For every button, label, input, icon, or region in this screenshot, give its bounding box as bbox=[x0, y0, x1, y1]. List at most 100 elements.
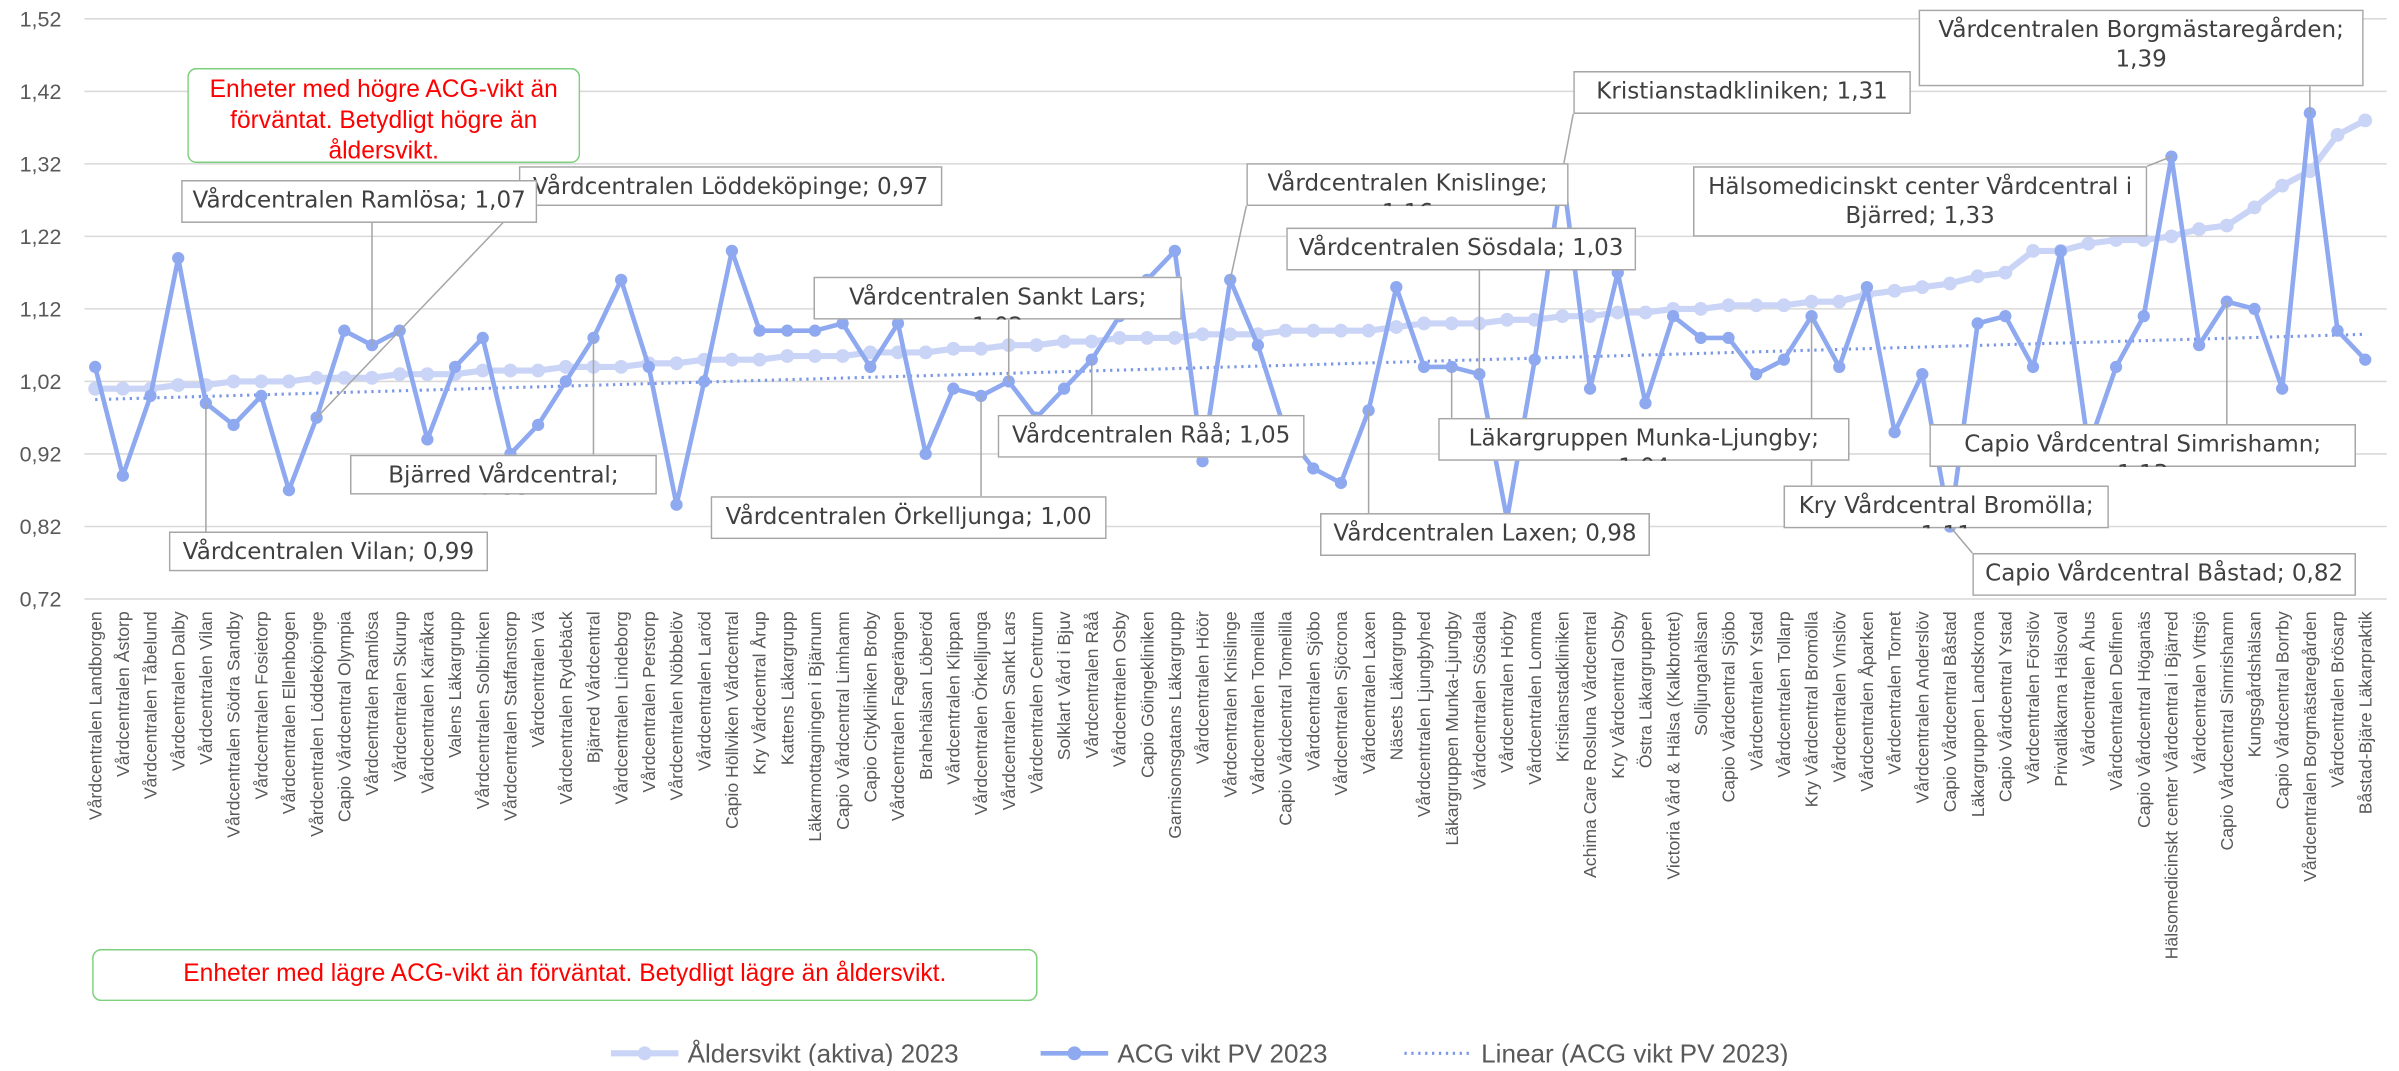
x-tick-label: Vårdcentralen Södra Sandby bbox=[224, 611, 244, 838]
series-marker bbox=[1334, 476, 1348, 490]
note: Enheter med lägre ACG-vikt än förväntat.… bbox=[92, 948, 1038, 1002]
series-marker bbox=[2220, 295, 2233, 308]
x-tick-label: Vårdcentralen Dalby bbox=[168, 611, 188, 771]
x-tick-label: Vårdcentralen Delfinen bbox=[2106, 611, 2126, 790]
series-marker bbox=[116, 469, 129, 482]
y-tick-label: 0,92 bbox=[20, 443, 62, 467]
x-tick-label: Vårdcentralen Solbrinken bbox=[473, 611, 493, 809]
series-marker bbox=[1722, 331, 1735, 345]
series-marker bbox=[1278, 323, 1293, 338]
note: Enheter med högre ACG-vikt än förväntat.… bbox=[187, 67, 581, 164]
series-marker bbox=[2247, 200, 2262, 215]
annotation-text: Vårdcentralen Laxen; 0,98 bbox=[1319, 513, 1650, 557]
series-marker bbox=[282, 374, 296, 389]
series-marker bbox=[531, 418, 545, 432]
series-marker bbox=[2275, 178, 2290, 193]
series-marker bbox=[1887, 283, 1902, 298]
series-marker bbox=[420, 367, 435, 382]
x-tick-label: Capio Vårdcentral Tomelilla bbox=[1276, 611, 1296, 826]
x-tick-label: Vårdcentralen Ellenbogen bbox=[279, 611, 299, 814]
annotation-text: Vårdcentralen Sösdala; 1,03 bbox=[1286, 227, 1637, 271]
x-tick-label: Östra Läkargruppen bbox=[1636, 611, 1656, 768]
annotation-text: Vårdcentralen Vilan; 0,99 bbox=[168, 531, 489, 572]
x-tick-label: Kry Vårdcentral Bromölla bbox=[1802, 611, 1822, 807]
series-marker bbox=[725, 244, 739, 258]
x-tick-label: Vårdcentralen Kärråkra bbox=[418, 611, 438, 794]
series-marker bbox=[1943, 276, 1957, 291]
trendline bbox=[95, 332, 2366, 402]
series-marker bbox=[1167, 331, 1182, 345]
annotation-text: Läkargruppen Munka-Ljungby; 1,04 bbox=[1438, 417, 1850, 461]
series-marker bbox=[974, 341, 988, 356]
series-marker bbox=[1251, 339, 1265, 352]
annotation: Vårdcentralen Sösdala; 1,03 bbox=[1286, 227, 1637, 271]
leader-line bbox=[1561, 113, 1574, 172]
legend-label: Linear (ACG vikt PV 2023) bbox=[1481, 1039, 1788, 1066]
x-tick-label: Vårdcentralen Landborgen bbox=[85, 611, 105, 820]
series-marker bbox=[338, 324, 351, 337]
x-tick-label: Capio Vårdcentral Borrby bbox=[2272, 611, 2292, 809]
series-marker bbox=[309, 370, 324, 385]
series-marker bbox=[1860, 281, 1874, 294]
y-tick-label: 0,72 bbox=[20, 588, 62, 612]
series-marker bbox=[642, 360, 655, 374]
x-tick-label: Kry Vårdcentral Osby bbox=[1608, 611, 1628, 779]
x-tick-label: Capio Vårdcentral Höganäs bbox=[2134, 611, 2154, 828]
x-tick-label: Båstad-Bjäre Läkarpraktik bbox=[2355, 611, 2375, 814]
x-tick-label: Capio Vårdcentral Olympia bbox=[334, 611, 354, 822]
x-tick-label: Vårdcentralen Vilan bbox=[196, 611, 216, 765]
series-marker bbox=[475, 363, 490, 378]
series-marker bbox=[1307, 462, 1320, 475]
x-tick-label: Vårdcentralen Rydebäck bbox=[556, 611, 576, 804]
annotation: Vårdcentralen Vilan; 0,99 bbox=[168, 531, 489, 572]
x-tick-label: Vårdcentralen Laröd bbox=[694, 611, 714, 771]
series-marker bbox=[2331, 324, 2344, 337]
annotation-text: Vårdcentralen Råå; 1,05 bbox=[997, 414, 1305, 458]
annotation: Vårdcentralen Borgmästaregården; 1,39 bbox=[1918, 9, 2364, 87]
series-marker bbox=[1196, 455, 1209, 468]
annotation-text: Capio Vårdcentral Båstad; 0,82 bbox=[1972, 552, 2357, 596]
series-marker bbox=[476, 331, 489, 345]
x-tick-label: Vårdcentralen Knislinge bbox=[1220, 611, 1240, 798]
x-tick-label: Vårdcentralen Fosietorp bbox=[251, 611, 271, 799]
note-text: Enheter med lägre ACG-vikt än förväntat.… bbox=[92, 948, 1038, 1002]
x-tick-label: Läkarmottagningen i Bjärnum bbox=[805, 611, 825, 841]
series-marker bbox=[2248, 302, 2261, 316]
series-marker bbox=[2358, 113, 2373, 128]
series-marker bbox=[2192, 222, 2207, 237]
x-tick-label: Kristianstadkliniken bbox=[1553, 611, 1573, 762]
leader-line bbox=[316, 205, 520, 419]
x-tick-label: Bjärred Vårdcentral bbox=[584, 611, 604, 763]
leader-line bbox=[1229, 205, 1248, 281]
legend-label: ACG vikt PV 2023 bbox=[1117, 1039, 1327, 1066]
legend-label: Åldersvikt (aktiva) 2023 bbox=[688, 1039, 959, 1066]
annotation-text: Vårdcentralen Knislinge; 1,16 bbox=[1246, 163, 1569, 207]
series-marker bbox=[1029, 338, 1044, 353]
series-marker bbox=[752, 352, 767, 367]
x-tick-label: Läkargruppen Munka-Ljungby bbox=[1442, 611, 1462, 846]
x-tick-label: Vårdcentralen Råå bbox=[1082, 611, 1102, 758]
series-marker bbox=[1084, 334, 1099, 349]
leader-line bbox=[1949, 525, 1973, 554]
series-marker bbox=[1915, 280, 1930, 295]
x-tick-label: Vårdcentralen Tåbelund bbox=[141, 611, 161, 799]
series-marker bbox=[808, 349, 822, 363]
y-tick-label: 1,12 bbox=[20, 298, 62, 322]
x-tick-label: Vårdcentralen Klippan bbox=[943, 611, 963, 785]
series-marker bbox=[365, 370, 379, 385]
series-marker bbox=[2026, 360, 2040, 374]
x-tick-label: Vårdcentralen Sjöbo bbox=[1303, 611, 1323, 771]
series-marker bbox=[2359, 353, 2372, 366]
series-marker bbox=[2164, 229, 2179, 244]
x-tick-label: Vårdcentralen Åstorp bbox=[113, 611, 133, 777]
x-tick-label: Vårdcentralen Tollarp bbox=[1774, 611, 1794, 778]
annotation: Vårdcentralen Ramlösa; 1,07 bbox=[181, 179, 538, 223]
x-tick-label: Vårdcentralen Sösdala bbox=[1469, 611, 1489, 790]
x-tick-label: Vårdcentralen Åparken bbox=[1857, 611, 1877, 791]
series-marker bbox=[724, 352, 739, 367]
x-tick-label: Capio Vårdcentral Sjöbo bbox=[1719, 611, 1739, 802]
x-tick-label: Vårdcentralen Vä bbox=[528, 611, 548, 747]
series-marker bbox=[2026, 243, 2040, 258]
series-marker bbox=[947, 382, 960, 395]
